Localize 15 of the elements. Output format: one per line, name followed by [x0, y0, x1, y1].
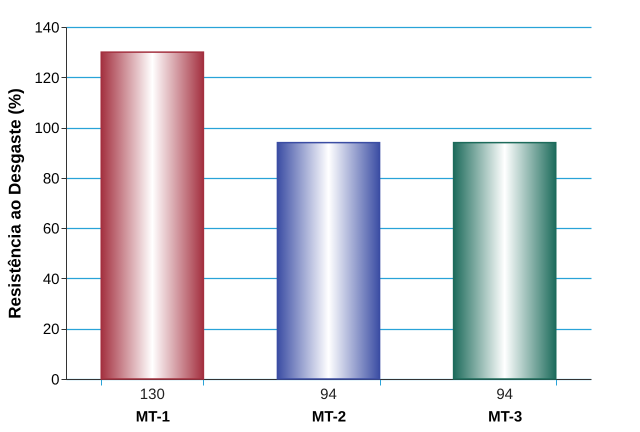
y-axis-title: Resistência ao Desgaste (%) [5, 88, 24, 319]
y-tick-label: 120 [34, 70, 60, 87]
y-tick-label: 0 [51, 372, 60, 388]
x-tick-label: MT-1 [136, 408, 170, 426]
x-tick-label: MT-2 [312, 408, 346, 426]
y-tick-label: 100 [34, 120, 60, 138]
y-tick-label: 140 [34, 20, 60, 36]
y-tick-label: 80 [42, 170, 60, 188]
data-label: 94 [496, 386, 514, 403]
data-label: 94 [320, 386, 337, 403]
y-tick-label: 20 [42, 321, 60, 338]
x-tick-label: MT-3 [488, 408, 522, 426]
data-label: 130 [140, 386, 165, 403]
y-tick-label: 40 [42, 270, 60, 288]
y-tick-label: 60 [42, 220, 60, 238]
